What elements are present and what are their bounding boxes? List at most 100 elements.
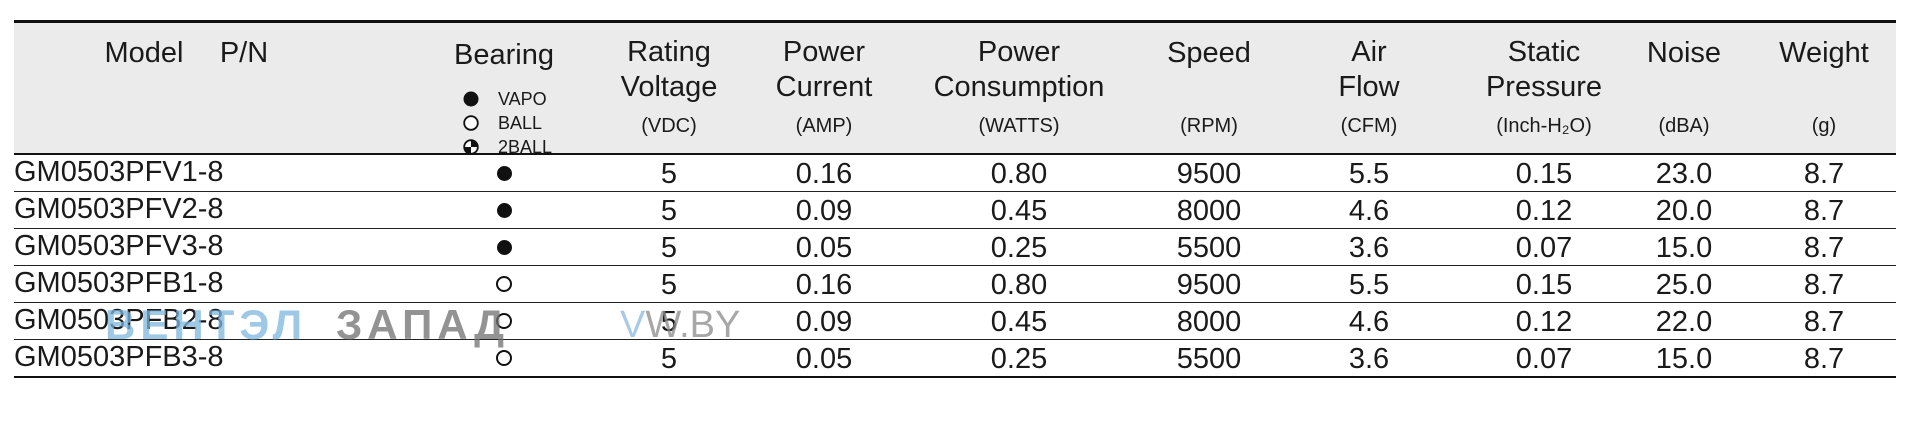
- filled-circle-icon: [496, 165, 512, 181]
- filled-circle-icon: [496, 239, 512, 255]
- table-row: GM0503PFV1-8 5 0.16 0.80 9500 5.5 0.15 23.0 8.7: [14, 155, 1896, 192]
- header-noise: Noise (dBA): [1614, 23, 1754, 154]
- watermark-domain: VW.BY: [620, 305, 740, 345]
- watermark-domain-a: V: [620, 304, 646, 346]
- header-unit: (Inch-H₂O): [1496, 115, 1592, 137]
- cell-noise: 23.0: [1655, 158, 1713, 190]
- header-unit: (g): [1811, 115, 1837, 137]
- header-consumption: Power Consumption (WATTS): [914, 23, 1124, 154]
- open-circle-icon: [496, 276, 512, 292]
- cell-bearing: [444, 303, 564, 339]
- cell-model: GM0503PFB1-8: [14, 267, 224, 299]
- cell-bearing: [444, 266, 564, 302]
- cell-model: GM0503PFB2-8: [14, 304, 224, 336]
- header-pn: P/N: [220, 23, 444, 154]
- watermark-domain-b: W.BY: [645, 304, 741, 346]
- cell-model: GM0503PFV1-8: [14, 156, 224, 188]
- header-rule: [14, 153, 1896, 155]
- cell-noise: 20.0: [1655, 195, 1713, 227]
- cell-airflow: 5.5: [1348, 158, 1390, 190]
- cell-bearing: [444, 340, 564, 376]
- filled-circle-icon: [462, 90, 480, 113]
- header-pressure: Static Pressure (Inch-H₂O): [1444, 23, 1644, 154]
- cell-pressure: 0.07: [1515, 343, 1573, 375]
- cell-airflow: 3.6: [1348, 343, 1390, 375]
- cell-airflow: 3.6: [1348, 232, 1390, 264]
- watermark-brand-1: ВЕНТЭЛ: [105, 301, 308, 348]
- header-airflow: Air Flow (CFM): [1294, 23, 1444, 154]
- header-title: Static Pressure: [1485, 36, 1603, 103]
- cell-pressure: 0.12: [1515, 195, 1573, 227]
- cell-speed: 8000: [1176, 306, 1242, 338]
- legend-label: 2BALL: [498, 137, 553, 157]
- cell-speed: 9500: [1176, 269, 1242, 301]
- header-model: Model: [14, 23, 314, 154]
- cell-consumption: 0.25: [990, 343, 1048, 375]
- header-title: Rating Voltage: [620, 36, 718, 103]
- cell-consumption: 0.80: [990, 269, 1048, 301]
- legend-label: VAPO: [498, 89, 547, 109]
- header-unit: (dBA): [1658, 115, 1710, 137]
- cell-airflow: 4.6: [1348, 195, 1390, 227]
- cell-weight: 8.7: [1803, 232, 1845, 264]
- cell-weight: 8.7: [1803, 158, 1845, 190]
- cell-pressure: 0.15: [1515, 158, 1573, 190]
- header-title: Air Flow: [1338, 36, 1400, 103]
- header-current: Power Current (AMP): [734, 23, 914, 154]
- header-title: Noise: [1646, 37, 1722, 69]
- cell-weight: 8.7: [1803, 306, 1845, 338]
- cell-noise: 15.0: [1655, 343, 1713, 375]
- cell-weight: 8.7: [1803, 343, 1845, 375]
- cell-pressure: 0.07: [1515, 232, 1573, 264]
- header-title: Weight: [1779, 37, 1869, 69]
- cell-model: GM0503PFV3-8: [14, 230, 224, 262]
- cell-model: GM0503PFB3-8: [14, 341, 224, 373]
- cell-weight: 8.7: [1803, 195, 1845, 227]
- header-unit: (AMP): [795, 115, 853, 137]
- table-row: GM0503PFV3-8 5 0.05 0.25 5500 3.6 0.07 15.0 8.7: [14, 229, 1896, 266]
- cell-noise: 22.0: [1655, 306, 1713, 338]
- cell-current: 0.05: [795, 343, 853, 375]
- cell-noise: 15.0: [1655, 232, 1713, 264]
- header-unit: (CFM): [1340, 115, 1398, 137]
- cell-speed: 5500: [1176, 232, 1242, 264]
- cell-current: 0.16: [795, 269, 853, 301]
- cell-voltage: 5: [660, 269, 678, 301]
- cell-noise: 25.0: [1655, 269, 1713, 301]
- header-title: Power Consumption: [933, 36, 1105, 103]
- cell-consumption: 0.25: [990, 232, 1048, 264]
- cell-bearing: [444, 192, 564, 228]
- cell-weight: 8.7: [1803, 269, 1845, 301]
- header-title: P/N: [219, 37, 269, 69]
- cell-current: 0.09: [795, 195, 853, 227]
- quartered-circle-icon: [462, 138, 480, 161]
- header-weight: Weight (g): [1754, 23, 1894, 154]
- cell-airflow: 5.5: [1348, 269, 1390, 301]
- header-unit: (VDC): [641, 115, 697, 137]
- open-circle-icon: [496, 313, 512, 329]
- header-title: Speed: [1167, 37, 1251, 69]
- spec-table: Model P/N Bearing VAPO BALL 2BALL Rating Volta…: [14, 0, 1896, 427]
- table-row: GM0503PFB2-8 5 0.09 0.45 8000 4.6 0.12 22.0 8.7: [14, 303, 1896, 340]
- cell-consumption: 0.45: [990, 306, 1048, 338]
- filled-circle-icon: [496, 202, 512, 218]
- table-row: GM0503PFV2-8 5 0.09 0.45 8000 4.6 0.12 20.0 8.7: [14, 192, 1896, 229]
- cell-consumption: 0.80: [990, 158, 1048, 190]
- header-title: Power Current: [775, 36, 873, 103]
- cell-pressure: 0.12: [1515, 306, 1573, 338]
- header-unit: (WATTS): [978, 115, 1060, 137]
- cell-model: GM0503PFV2-8: [14, 193, 224, 225]
- table-header: Model P/N Bearing VAPO BALL 2BALL Rating Volta…: [14, 23, 1896, 157]
- header-speed: Speed (RPM): [1124, 23, 1294, 154]
- legend-label: BALL: [498, 113, 543, 133]
- cell-voltage: 5: [660, 232, 678, 264]
- open-circle-icon: [462, 114, 480, 137]
- header-voltage: Rating Voltage (VDC): [584, 23, 754, 154]
- top-rule: [14, 20, 1896, 23]
- cell-bearing: [444, 155, 564, 191]
- header-title: Model: [104, 37, 184, 69]
- cell-bearing: [444, 229, 564, 265]
- cell-voltage: 5: [660, 306, 678, 338]
- cell-speed: 8000: [1176, 195, 1242, 227]
- table-row: GM0503PFB3-8 5 0.05 0.25 5500 3.6 0.07 15.0 8.7: [14, 340, 1896, 378]
